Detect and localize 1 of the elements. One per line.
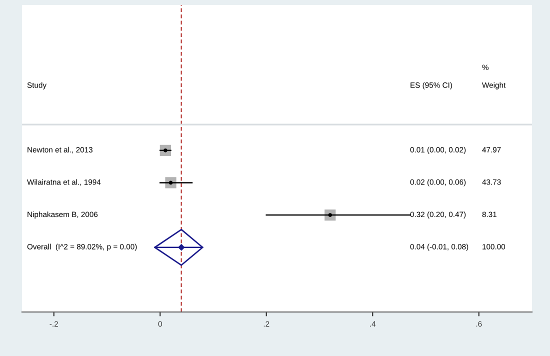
point — [178, 244, 185, 251]
